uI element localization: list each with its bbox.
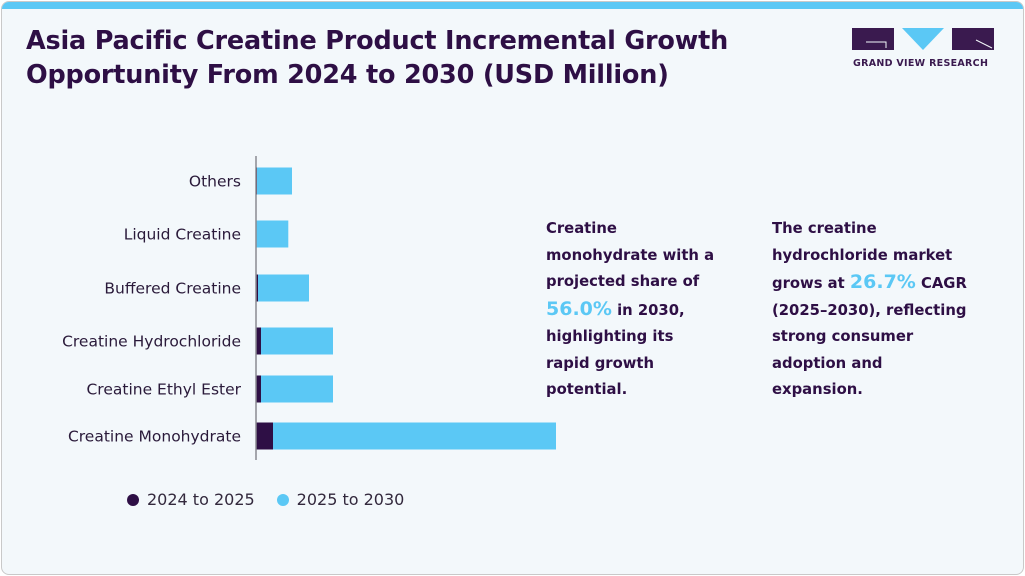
bar-2025-2030-creatine-monohydrate xyxy=(273,422,556,450)
legend-dot-icon xyxy=(276,493,289,506)
bar-2025-2030-creatine-ethyl-ester xyxy=(261,375,333,403)
bars-group xyxy=(256,167,556,450)
legend: 2024 to 2025 2025 to 2030 xyxy=(127,490,426,509)
title-line-2: Opportunity From 2024 to 2030 (USD Milli… xyxy=(26,60,669,90)
logo-text: GRAND VIEW RESEARCH xyxy=(853,58,989,69)
note-text: in 2030, highlighting its rapid growth p… xyxy=(546,301,685,399)
bar-2024-2025-creatine-hydrochloride xyxy=(256,327,261,355)
logo-r-block xyxy=(952,28,994,50)
bar-2025-2030-others xyxy=(257,167,292,195)
logo-g-block xyxy=(852,28,894,50)
legend-item-2025-2030: 2025 to 2030 xyxy=(276,490,405,509)
note-text: CAGR (2025–2030), reflecting strong cons… xyxy=(772,275,967,398)
note-monohydrate-share: Creatine monohydrate with a projected sh… xyxy=(546,216,716,404)
category-label: Buffered Creatine xyxy=(104,280,241,298)
legend-label: 2025 to 2030 xyxy=(296,490,405,509)
bar-2024-2025-buffered-creatine xyxy=(256,274,258,302)
legend-dot-icon xyxy=(127,493,139,506)
category-label: Liquid Creatine xyxy=(124,226,241,244)
bar-2024-2025-creatine-ethyl-ester xyxy=(256,375,261,403)
note-hydrochloride-cagr: The creatine hydrochloride market grows … xyxy=(772,216,972,404)
category-label: Creatine Monohydrate xyxy=(68,428,241,446)
bar-2025-2030-liquid-creatine xyxy=(256,220,289,248)
note-highlight-value: 26.7% xyxy=(849,271,916,293)
note-text: The creatine hydrochloride market grows … xyxy=(772,220,953,292)
category-label: Others xyxy=(189,173,241,191)
category-label: Creatine Hydrochloride xyxy=(62,333,241,351)
title-line-1: Asia Pacific Creatine Product Incrementa… xyxy=(26,26,729,56)
logo-r-stroke xyxy=(975,39,993,49)
category-label: Creatine Ethyl Ester xyxy=(86,381,241,399)
note-highlight-value: 56.0% xyxy=(546,297,612,320)
category-labels-group: Others Liquid Creatine Buffered Creatine Cr… xyxy=(62,173,242,446)
page-title: Asia Pacific Creatine Product Incrementa… xyxy=(26,24,826,92)
legend-item-2024-2025: 2024 to 2025 xyxy=(127,490,255,509)
logo-g-stroke xyxy=(866,41,887,48)
logo-v-triangle xyxy=(902,28,944,50)
bar-2025-2030-buffered-creatine xyxy=(258,274,309,302)
bar-2025-2030-creatine-hydrochloride xyxy=(261,327,333,355)
grand-view-research-logo xyxy=(852,28,994,50)
top-accent-bar xyxy=(2,2,1023,9)
bar-2024-2025-creatine-monohydrate xyxy=(256,422,273,450)
note-text: Creatine monohydrate with a projected sh… xyxy=(546,220,715,290)
legend-label: 2024 to 2025 xyxy=(147,490,255,509)
